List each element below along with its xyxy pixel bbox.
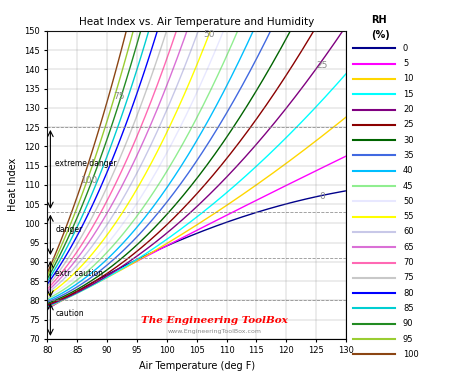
Text: 65: 65 — [403, 243, 413, 252]
Text: 75: 75 — [403, 273, 413, 282]
Text: 95: 95 — [403, 335, 413, 343]
X-axis label: Air Temperature (deg F): Air Temperature (deg F) — [139, 361, 255, 371]
Text: 100: 100 — [81, 176, 98, 186]
Text: 0: 0 — [319, 192, 325, 201]
Text: 75: 75 — [113, 92, 125, 101]
Y-axis label: Heat Index: Heat Index — [9, 158, 18, 211]
Title: Heat Index vs. Air Temperature and Humidity: Heat Index vs. Air Temperature and Humid… — [79, 17, 314, 27]
Text: 20: 20 — [403, 105, 413, 114]
Text: danger: danger — [55, 224, 82, 234]
Text: extreme danger: extreme danger — [55, 159, 117, 168]
Text: 30: 30 — [403, 136, 413, 145]
Text: 25: 25 — [317, 61, 328, 70]
Text: 25: 25 — [403, 121, 413, 129]
Text: 100: 100 — [403, 350, 419, 359]
Text: 60: 60 — [403, 228, 413, 236]
Text: www.EngineeringToolBox.com: www.EngineeringToolBox.com — [168, 329, 262, 334]
Text: 55: 55 — [403, 212, 413, 221]
Text: 85: 85 — [403, 304, 413, 313]
Text: 70: 70 — [403, 258, 413, 267]
Text: RH: RH — [371, 15, 386, 25]
Text: 80: 80 — [403, 289, 413, 298]
Text: The Engineering ToolBox: The Engineering ToolBox — [141, 316, 288, 325]
Text: 90: 90 — [403, 319, 413, 328]
Text: 50: 50 — [403, 197, 413, 206]
Text: extr. caution: extr. caution — [55, 269, 103, 278]
Text: 40: 40 — [403, 166, 413, 175]
Text: 10: 10 — [403, 74, 413, 84]
Text: 50: 50 — [203, 30, 214, 39]
Text: 0: 0 — [403, 44, 408, 53]
Text: (%): (%) — [371, 30, 390, 40]
Text: 45: 45 — [403, 182, 413, 191]
Text: 5: 5 — [403, 59, 408, 68]
Text: 35: 35 — [403, 151, 413, 160]
Text: caution: caution — [55, 309, 84, 318]
Text: 15: 15 — [403, 90, 413, 99]
